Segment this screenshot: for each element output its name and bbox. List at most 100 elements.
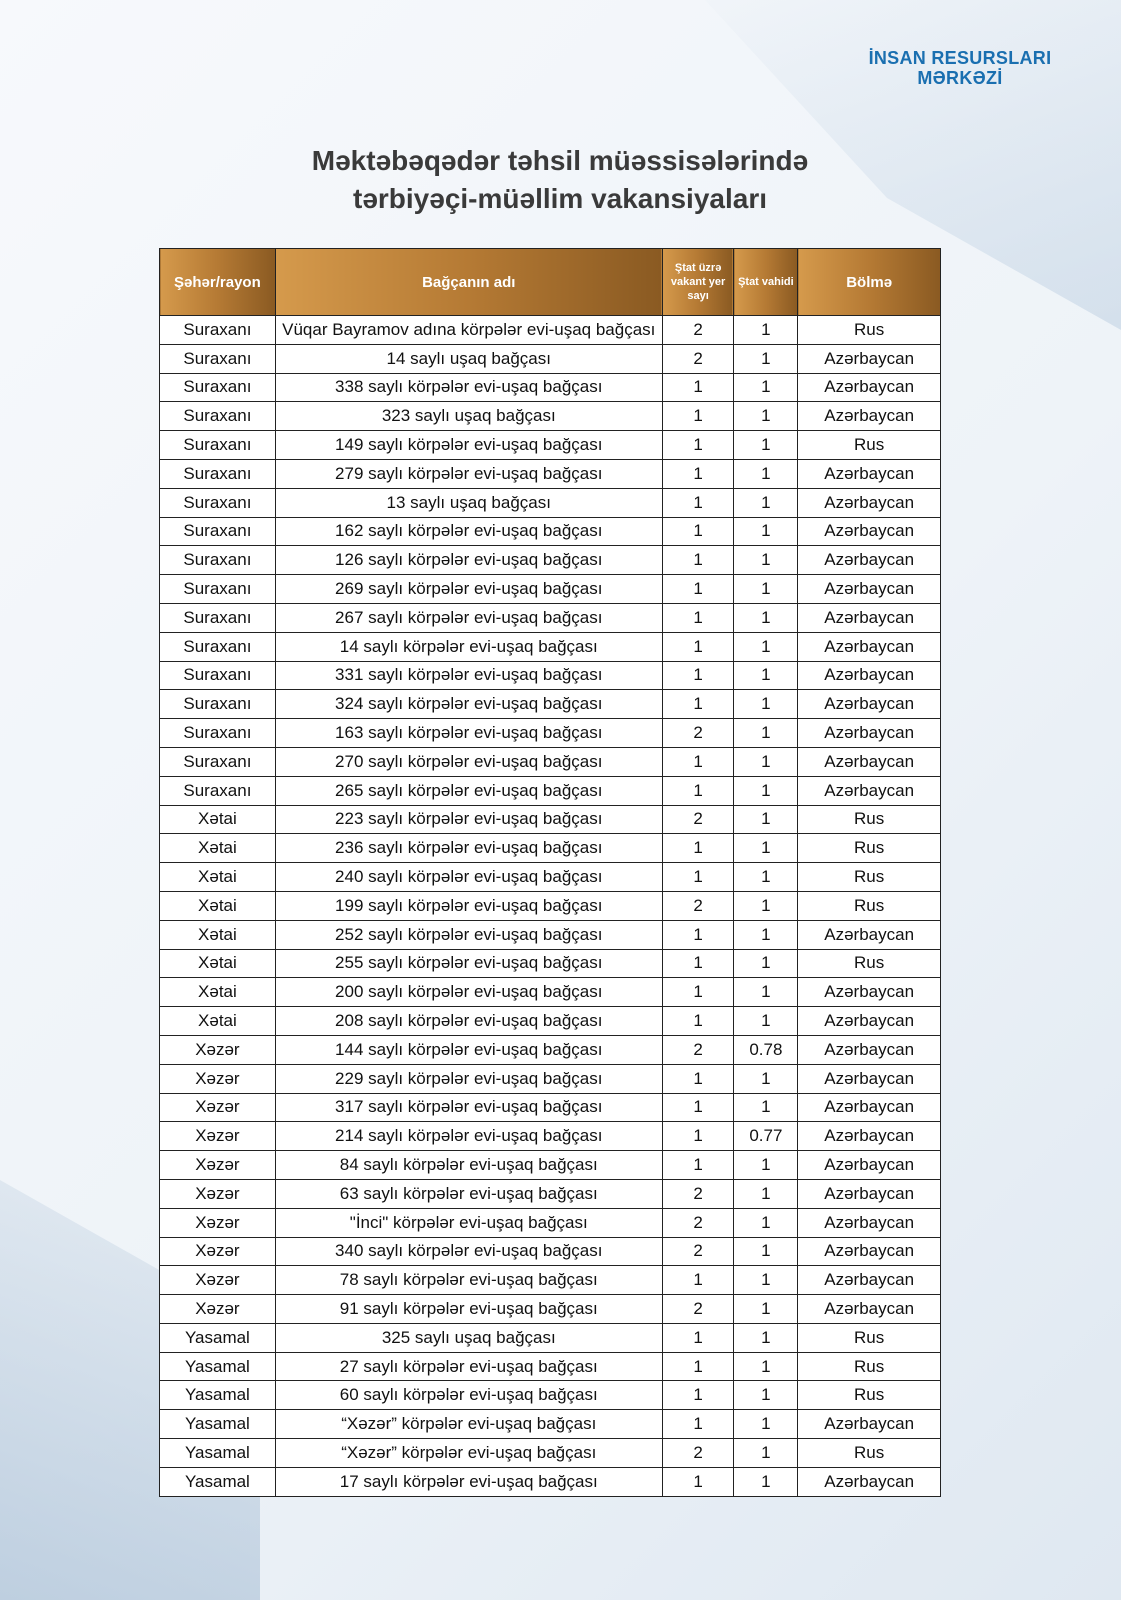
table-row: Yasamal “Xəzər” körpələr evi-uşaq bağçası…: [159, 1409, 941, 1440]
cell-section: Azərbaycan: [797, 401, 941, 432]
cell-kindergarten-name: “Xəzər” körpələr evi-uşaq bağçası: [274, 1438, 663, 1468]
table-row: Xəzər 144 saylı körpələr evi-uşaq bağçası…: [159, 1034, 941, 1065]
cell-section: Rus: [797, 1380, 941, 1411]
cell-vacant-count: 1: [661, 401, 735, 432]
cell-staff-unit: 1: [733, 1236, 799, 1267]
cell-city: Xəzər: [159, 1178, 276, 1209]
cell-staff-unit: 1: [733, 890, 799, 921]
header-city: Şəhər/rayon: [159, 248, 276, 316]
cell-vacant-count: 2: [661, 1294, 735, 1324]
cell-vacant-count: 1: [661, 948, 735, 979]
cell-section: Azərbaycan: [797, 1121, 941, 1152]
cell-city: Suraxanı: [159, 574, 276, 604]
cell-city: Xəzər: [159, 1207, 276, 1238]
cell-city: Yasamal: [159, 1351, 276, 1382]
cell-city: Xətai: [159, 804, 276, 835]
cell-staff-unit: 1: [733, 1150, 799, 1180]
cell-vacant-count: 2: [661, 1034, 735, 1065]
title-line-2: tərbiyəçi-müəllim vakansiyaları: [353, 183, 767, 214]
cell-vacant-count: 2: [661, 1178, 735, 1209]
table-row: Suraxanı 14 saylı uşaq bağçası 2 1 Azərbayca…: [159, 343, 941, 374]
cell-staff-unit: 1: [733, 660, 799, 691]
cell-section: Azərbaycan: [797, 574, 941, 604]
cell-vacant-count: 1: [661, 1351, 735, 1382]
cell-staff-unit: 1: [733, 458, 799, 489]
cell-kindergarten-name: "İnci" körpələr evi-uşaq bağçası: [274, 1207, 663, 1238]
cell-city: Suraxanı: [159, 602, 276, 633]
cell-kindergarten-name: 84 saylı körpələr evi-uşaq bağçası: [274, 1150, 663, 1180]
cell-section: Rus: [797, 1351, 941, 1382]
cell-vacant-count: 1: [661, 746, 735, 777]
table-row: Suraxanı 331 saylı körpələr evi-uşaq bağç…: [159, 660, 941, 691]
cell-kindergarten-name: Vüqar Bayramov adına körpələr evi-uşaq b…: [274, 315, 663, 345]
cell-city: Xəzər: [159, 1121, 276, 1152]
cell-city: Suraxanı: [159, 401, 276, 432]
cell-section: Azərbaycan: [797, 1006, 941, 1036]
cell-staff-unit: 1: [733, 1322, 799, 1353]
cell-city: Yasamal: [159, 1438, 276, 1468]
cell-kindergarten-name: 126 saylı körpələr evi-uşaq bağçası: [274, 545, 663, 576]
cell-section: Azərbaycan: [797, 1063, 941, 1094]
table-row: Suraxanı 269 saylı körpələr evi-uşaq bağç…: [159, 574, 941, 604]
table-row: Xətai 223 saylı körpələr evi-uşaq bağçası…: [159, 804, 941, 835]
organization-logo: İNSAN RESURSLARI MƏRKƏZİ: [860, 48, 1060, 88]
cell-kindergarten-name: 323 saylı uşaq bağçası: [274, 401, 663, 432]
cell-section: Azərbaycan: [797, 775, 941, 806]
table-row: Xətai 236 saylı körpələr evi-uşaq bağçası…: [159, 833, 941, 864]
cell-city: Xəzər: [159, 1063, 276, 1094]
cell-kindergarten-name: 340 saylı körpələr evi-uşaq bağçası: [274, 1236, 663, 1267]
cell-section: Azərbaycan: [797, 1409, 941, 1440]
cell-section: Rus: [797, 862, 941, 892]
cell-kindergarten-name: 199 saylı körpələr evi-uşaq bağçası: [274, 890, 663, 921]
cell-city: Xəzər: [159, 1294, 276, 1324]
header-vacant-count: Ştat üzrə vakant yer sayı: [661, 248, 735, 316]
cell-staff-unit: 1: [733, 1466, 799, 1497]
table-row: Suraxanı 13 saylı uşaq bağçası 1 1 Azərbayca…: [159, 487, 941, 518]
cell-section: Rus: [797, 890, 941, 921]
cell-staff-unit: 1: [733, 775, 799, 806]
cell-vacant-count: 1: [661, 458, 735, 489]
table-row: Suraxanı 163 saylı körpələr evi-uşaq bağç…: [159, 718, 941, 748]
table-row: Xəzər 340 saylı körpələr evi-uşaq bağçası…: [159, 1236, 941, 1267]
cell-kindergarten-name: 229 saylı körpələr evi-uşaq bağçası: [274, 1063, 663, 1094]
cell-city: Suraxanı: [159, 372, 276, 403]
cell-vacant-count: 2: [661, 1438, 735, 1468]
table-row: Suraxanı 14 saylı körpələr evi-uşaq bağça…: [159, 631, 941, 662]
cell-kindergarten-name: 208 saylı körpələr evi-uşaq bağçası: [274, 1006, 663, 1036]
cell-staff-unit: 1: [733, 1438, 799, 1468]
cell-city: Xətai: [159, 890, 276, 921]
cell-kindergarten-name: 200 saylı körpələr evi-uşaq bağçası: [274, 977, 663, 1008]
cell-city: Xəzər: [159, 1034, 276, 1065]
table-row: Suraxanı 149 saylı körpələr evi-uşaq bağç…: [159, 430, 941, 460]
cell-vacant-count: 1: [661, 602, 735, 633]
cell-section: Azərbaycan: [797, 1034, 941, 1065]
cell-section: Azərbaycan: [797, 545, 941, 576]
cell-section: Rus: [797, 1438, 941, 1468]
cell-vacant-count: 1: [661, 919, 735, 950]
table-row: Xətai 208 saylı körpələr evi-uşaq bağçası…: [159, 1006, 941, 1036]
table-row: Yasamal 325 saylı uşaq bağçası 1 1 Rus: [159, 1322, 941, 1353]
cell-city: Xətai: [159, 919, 276, 950]
cell-staff-unit: 1: [733, 948, 799, 979]
cell-section: Azərbaycan: [797, 343, 941, 374]
table-header-row: Şəhər/rayon Bağçanın adı Ştat üzrə vakan…: [159, 248, 941, 316]
cell-section: Azərbaycan: [797, 487, 941, 518]
table-row: Xəzər 229 saylı körpələr evi-uşaq bağçası…: [159, 1063, 941, 1094]
table-row: Xəzər 84 saylı körpələr evi-uşaq bağçası 1…: [159, 1150, 941, 1180]
cell-city: Xəzər: [159, 1150, 276, 1180]
cell-vacant-count: 1: [661, 660, 735, 691]
table-row: Xəzər 63 saylı körpələr evi-uşaq bağçası 2…: [159, 1178, 941, 1209]
cell-staff-unit: 1: [733, 574, 799, 604]
cell-kindergarten-name: 60 saylı körpələr evi-uşaq bağçası: [274, 1380, 663, 1411]
cell-staff-unit: 1: [733, 516, 799, 547]
table-row: Xəzər 317 saylı körpələr evi-uşaq bağçası…: [159, 1092, 941, 1123]
table-row: Suraxanı 162 saylı körpələr evi-uşaq bağç…: [159, 516, 941, 547]
cell-kindergarten-name: 325 saylı uşaq bağçası: [274, 1322, 663, 1353]
cell-staff-unit: 1: [733, 1207, 799, 1238]
cell-city: Xətai: [159, 1006, 276, 1036]
cell-vacant-count: 2: [661, 1236, 735, 1267]
cell-staff-unit: 0.78: [733, 1034, 799, 1065]
cell-section: Azərbaycan: [797, 660, 941, 691]
cell-section: Azərbaycan: [797, 631, 941, 662]
cell-vacant-count: 1: [661, 516, 735, 547]
